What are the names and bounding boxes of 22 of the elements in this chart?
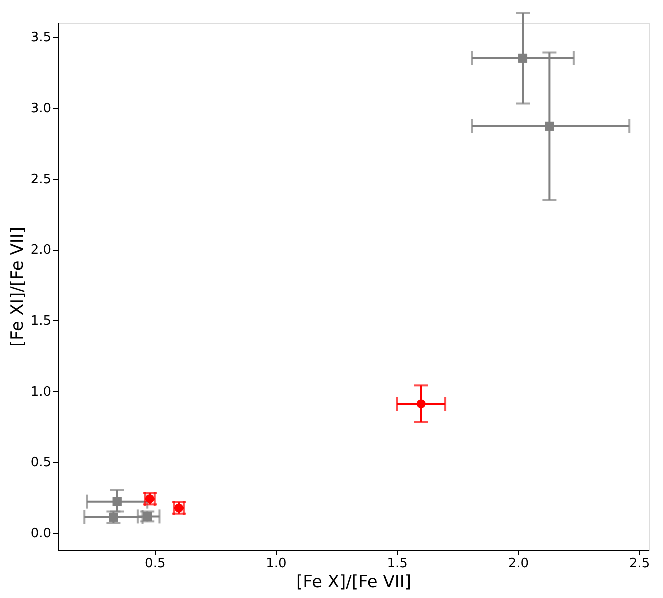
x-tick-label: 1.0 xyxy=(266,556,287,572)
x-tick-label: 0.5 xyxy=(145,556,166,572)
point xyxy=(112,497,122,506)
y-tick-label: 3.5 xyxy=(30,30,52,46)
y-tick-label: 1.5 xyxy=(30,314,52,329)
y-tick-label: 0.0 xyxy=(30,526,52,542)
point xyxy=(143,512,152,522)
x-tick-label: 1.5 xyxy=(387,556,408,572)
y-tick-label: 1.0 xyxy=(30,384,52,400)
y-tick-label: 3.0 xyxy=(30,102,52,116)
x-tick-label: 2.5 xyxy=(629,556,650,572)
point xyxy=(545,122,554,131)
y-tick-label: 2.5 xyxy=(30,172,52,188)
x-tick-label: 2.0 xyxy=(508,556,530,572)
point xyxy=(416,400,426,409)
y-tick-label: 0.5 xyxy=(30,456,52,471)
y-axis-title: [Fe XI]/[Fe VII] xyxy=(8,227,28,347)
y-tick-label: 2.0 xyxy=(30,243,52,258)
x-axis-title: [Fe X]/[Fe VII] xyxy=(296,572,412,592)
point xyxy=(146,494,155,504)
point xyxy=(518,54,528,63)
point xyxy=(174,504,184,513)
